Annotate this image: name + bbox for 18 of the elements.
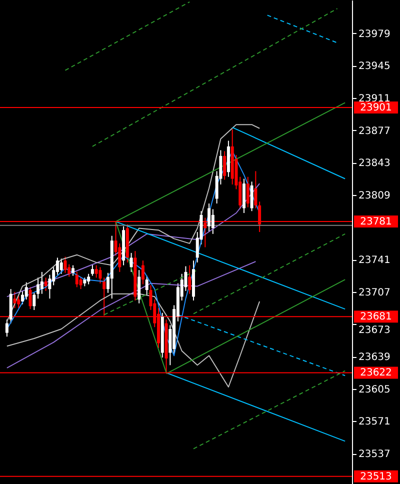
- y-tick-label: 23877: [358, 126, 390, 137]
- y-tick-label: 23741: [358, 255, 390, 266]
- y-tick-label: 23673: [358, 324, 390, 336]
- y-tick-label: 23605: [358, 384, 390, 396]
- y-tick-label: 23809: [358, 190, 390, 202]
- y-tick-label: 23979: [358, 28, 390, 40]
- y-tick-label: 23639: [358, 352, 390, 364]
- ref-line-label: 23513: [360, 471, 392, 482]
- y-tick-label: 23537: [358, 449, 390, 460]
- ref-line-label: 23781: [360, 216, 392, 228]
- y-tick-label: 23571: [358, 416, 390, 428]
- y-tick-label: 23707: [358, 287, 390, 298]
- y-tick-label: 23843: [358, 158, 390, 170]
- ref-line-label: 23681: [360, 312, 392, 323]
- y-tick-label: 23945: [358, 61, 390, 72]
- ref-line-label: 23622: [360, 368, 392, 379]
- y-tick-label: 23911: [358, 93, 390, 104]
- ref-line-label: 23901: [360, 102, 392, 114]
